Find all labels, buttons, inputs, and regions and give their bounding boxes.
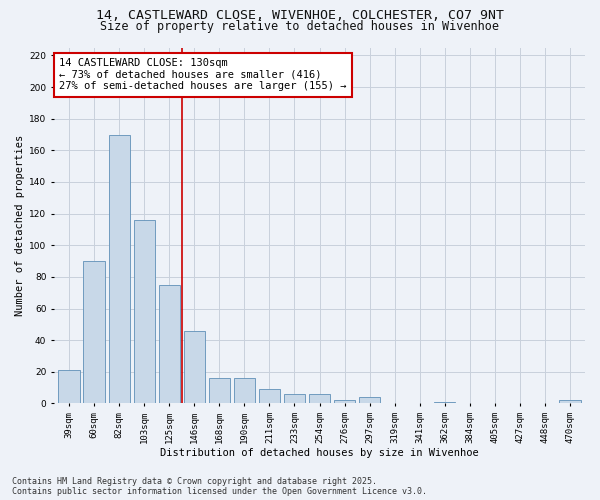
Bar <box>434 402 455 404</box>
Text: Contains HM Land Registry data © Crown copyright and database right 2025.
Contai: Contains HM Land Registry data © Crown c… <box>12 476 427 496</box>
Bar <box>184 330 205 404</box>
Text: 14, CASTLEWARD CLOSE, WIVENHOE, COLCHESTER, CO7 9NT: 14, CASTLEWARD CLOSE, WIVENHOE, COLCHEST… <box>96 9 504 22</box>
Bar <box>284 394 305 404</box>
Bar <box>209 378 230 404</box>
Bar <box>158 285 180 404</box>
Bar <box>359 397 380 404</box>
Text: 14 CASTLEWARD CLOSE: 130sqm
← 73% of detached houses are smaller (416)
27% of se: 14 CASTLEWARD CLOSE: 130sqm ← 73% of det… <box>59 58 347 92</box>
Y-axis label: Number of detached properties: Number of detached properties <box>15 135 25 316</box>
Bar <box>259 389 280 404</box>
Bar <box>109 134 130 404</box>
Bar <box>559 400 581 404</box>
Bar <box>334 400 355 404</box>
Bar <box>134 220 155 404</box>
Bar <box>234 378 255 404</box>
Bar <box>309 394 330 404</box>
Bar <box>58 370 80 404</box>
Text: Size of property relative to detached houses in Wivenhoe: Size of property relative to detached ho… <box>101 20 499 33</box>
Bar <box>83 261 105 404</box>
X-axis label: Distribution of detached houses by size in Wivenhoe: Distribution of detached houses by size … <box>160 448 479 458</box>
